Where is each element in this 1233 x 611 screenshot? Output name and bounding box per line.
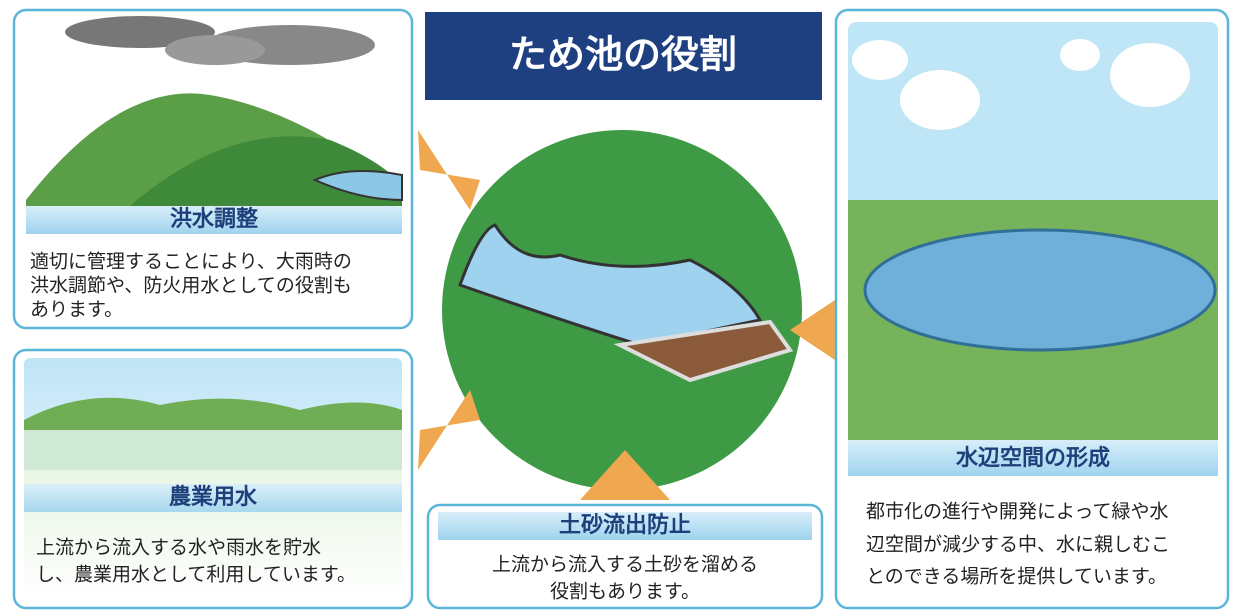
text-line: し、農業用水として利用しています。 (36, 564, 356, 586)
pond-illustration (442, 130, 802, 490)
text-line: とのできる場所を提供しています。 (866, 566, 1167, 588)
text-line: あります。 (30, 299, 123, 321)
arrows (418, 130, 835, 500)
text-line: 都市化の進行や開発によって緑や水 (866, 501, 1168, 523)
text-line: 上流から流入する土砂を溜める (492, 554, 758, 576)
title: ため池の役割 (509, 33, 737, 77)
heading: 農業用水 (169, 485, 258, 510)
text-line: 適切に管理することにより、大雨時の (30, 251, 352, 273)
panel-flood: 洪水調整 適切に管理することにより、大雨時の 洪水調節や、防火用水としての役割も… (12, 8, 414, 330)
panel-agriculture: 農業用水 上流から流入する水や雨水を貯水 し、農業用水として利用しています。 (12, 348, 414, 610)
heading: 水辺空間の形成 (955, 445, 1110, 471)
heading: 洪水調整 (170, 206, 259, 232)
text-line: 役割もあります。 (550, 581, 700, 603)
heading: 土砂流出防止 (559, 513, 691, 538)
panel-waterside: 水辺空間の形成 都市化の進行や開発によって緑や水 辺空間が減少する中、水に親しむ… (834, 8, 1230, 610)
text-line: 洪水調節や、防火用水としての役割も (30, 275, 352, 297)
panel-sediment: 土砂流出防止 上流から流入する土砂を溜める 役割もあります。 (426, 503, 824, 610)
title-box: ため池の役割 (425, 12, 822, 100)
text-line: 上流から流入する水や雨水を貯水 (36, 537, 321, 559)
text-line: 辺空間が減少する中、水に親しむこ (866, 534, 1170, 556)
